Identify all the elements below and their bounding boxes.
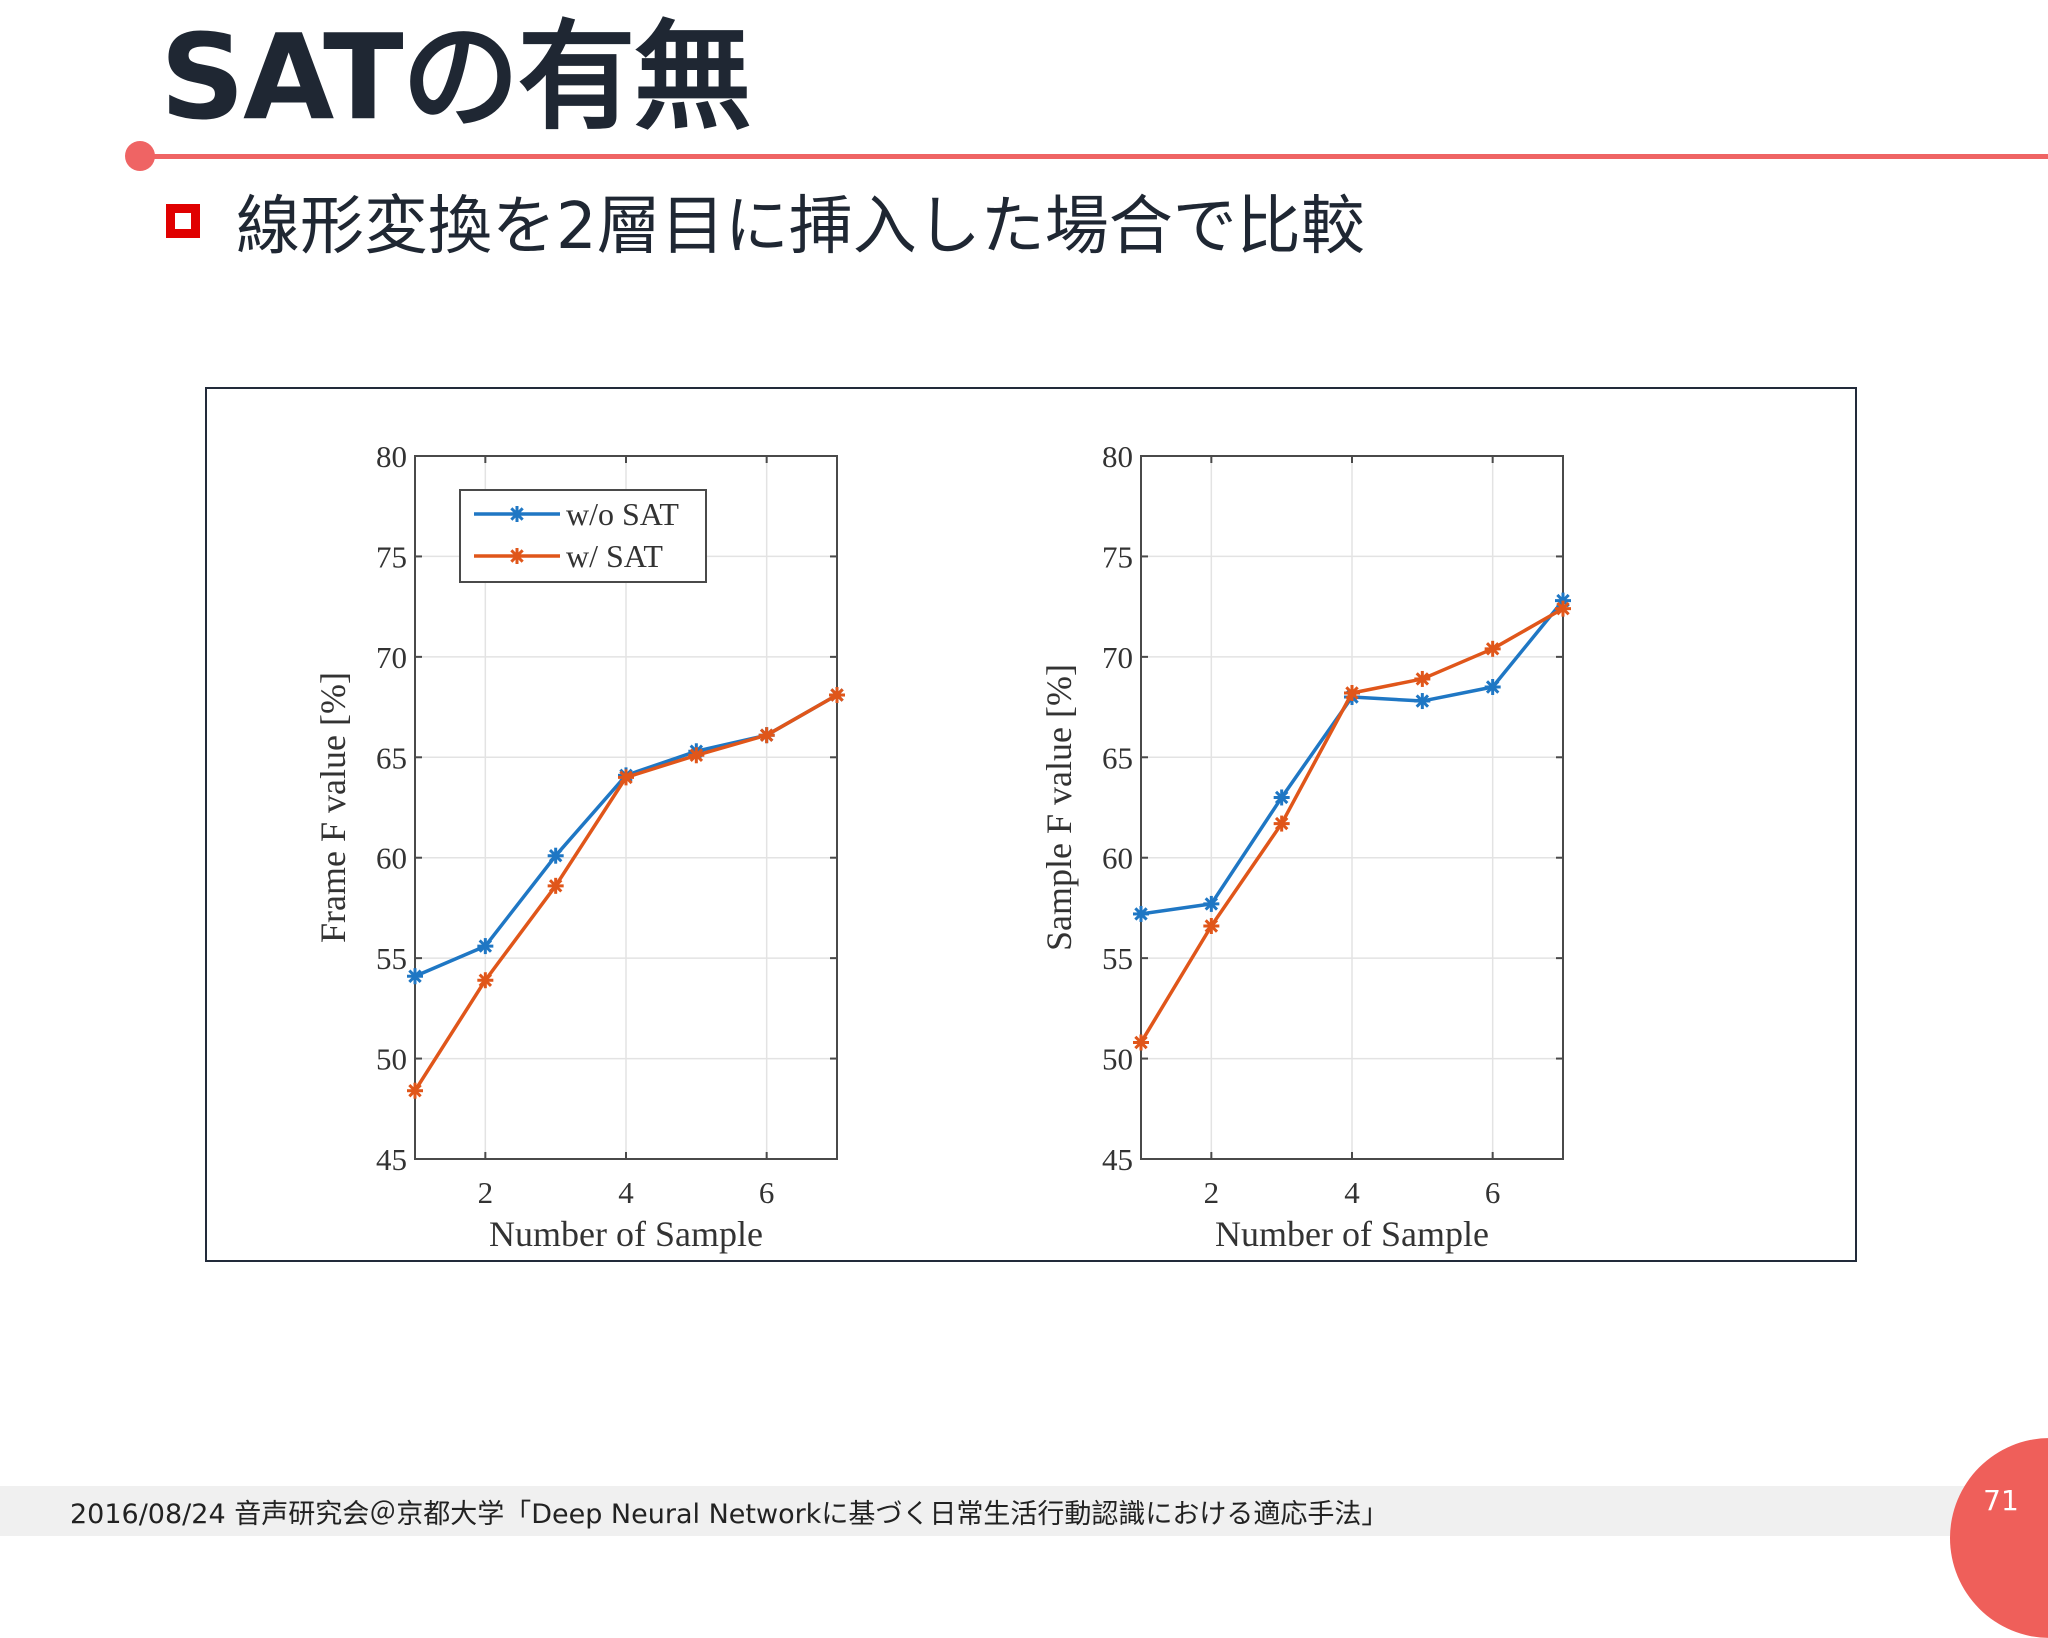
data-point <box>1344 685 1360 702</box>
y-tick-label: 70 <box>376 640 407 675</box>
data-point <box>1273 815 1290 832</box>
data-point-stroke <box>689 748 704 762</box>
data-point-stroke <box>1134 907 1148 921</box>
data-point-stroke <box>1204 897 1219 911</box>
legend-marker <box>509 548 525 564</box>
x-axis-label: Number of Sample <box>1215 1214 1489 1254</box>
data-point-stroke <box>759 728 774 742</box>
footer-text: 2016/08/24 音声研究会＠京都大学「Deep Neural Networ… <box>70 1499 1389 1530</box>
data-point-stroke <box>1485 642 1500 656</box>
chart-panel-1: 45 50 55 60 65 70 75 80 2 4 6 Number of Sample Frame… <box>313 439 845 1254</box>
data-point <box>477 972 494 989</box>
data-point <box>1133 905 1149 922</box>
data-point-stroke <box>408 1083 422 1098</box>
x-tick-label: 2 <box>478 1175 494 1210</box>
figure-frame: 45 50 55 60 65 70 75 80 2 4 6 Number of Sample Frame… <box>205 387 1857 1262</box>
data-point <box>1133 1034 1149 1051</box>
y-axis-label: Frame F value [%] <box>313 672 353 943</box>
legend-label: w/ SAT <box>566 538 663 574</box>
data-point <box>1414 670 1431 687</box>
data-point <box>407 968 423 985</box>
chart-panel-2: 45 50 55 60 65 70 75 80 2 4 6 Number of Sample Sampl… <box>1039 439 1571 1254</box>
data-point-stroke <box>1274 816 1289 831</box>
title-underline-dot <box>125 141 155 171</box>
data-point <box>829 687 845 704</box>
legend-marker <box>509 506 525 522</box>
y-tick-label: 55 <box>376 941 407 976</box>
data-point <box>1484 640 1501 657</box>
x-axis-label: Number of Sample <box>489 1214 763 1254</box>
legend-marker-stroke <box>510 549 524 563</box>
y-tick-label: 50 <box>376 1042 407 1077</box>
legend-label: w/o SAT <box>566 496 679 532</box>
data-point <box>618 769 634 786</box>
y-tick-label: 70 <box>1102 640 1133 675</box>
y-tick-label: 65 <box>1102 740 1133 775</box>
y-tick-label: 65 <box>376 740 407 775</box>
y-tick-label: 75 <box>376 539 407 574</box>
y-tick-label: 60 <box>376 841 407 876</box>
x-tick-label: 4 <box>1344 1175 1360 1210</box>
y-tick-label: 75 <box>1102 539 1133 574</box>
charts-svg: 45 50 55 60 65 70 75 80 2 4 6 Number of Sample Frame… <box>313 439 1571 1254</box>
x-tick-label: 2 <box>1204 1175 1220 1210</box>
data-point-stroke <box>478 939 493 953</box>
data-point <box>407 1082 423 1099</box>
data-point <box>1273 789 1290 806</box>
x-tick-label: 4 <box>618 1175 634 1210</box>
data-point-stroke <box>830 688 844 702</box>
data-point-stroke <box>548 879 563 893</box>
data-point-stroke <box>1556 601 1570 616</box>
data-point <box>1484 678 1501 695</box>
y-axis-label: Sample F value [%] <box>1039 664 1079 951</box>
x-tick-label: 6 <box>759 1175 775 1210</box>
data-point-stroke <box>619 770 633 785</box>
data-point-stroke <box>478 973 493 987</box>
data-point <box>758 727 775 744</box>
data-point-stroke <box>1204 919 1219 933</box>
data-point-stroke <box>1485 680 1500 694</box>
data-point-stroke <box>1345 686 1359 700</box>
data-point-stroke <box>408 969 422 983</box>
bullet-item: 線形変換を2層目に挿入した場合で比較 <box>166 176 1365 266</box>
y-tick-label: 80 <box>1102 439 1133 474</box>
data-point-stroke <box>1274 790 1289 805</box>
data-point <box>477 938 494 955</box>
x-tick-label: 6 <box>1485 1175 1501 1210</box>
data-point <box>688 747 705 764</box>
data-point-stroke <box>548 848 563 863</box>
bullet-square-icon <box>166 204 200 238</box>
y-tick-label: 60 <box>1102 841 1133 876</box>
data-point <box>547 847 564 864</box>
data-point-stroke <box>1415 672 1430 686</box>
data-point-stroke <box>1415 694 1430 708</box>
y-tick-label: 80 <box>376 439 407 474</box>
slide-title: SATの有無 <box>160 8 752 146</box>
page-number: 71 <box>1983 1484 2019 1517</box>
data-point <box>1203 895 1220 912</box>
legend-marker-stroke <box>510 507 524 521</box>
y-tick-label: 45 <box>376 1142 407 1177</box>
footer-bar: 2016/08/24 音声研究会＠京都大学「Deep Neural Networ… <box>0 1486 2048 1536</box>
data-point-stroke <box>1134 1035 1148 1050</box>
bullet-text: 線形変換を2層目に挿入した場合で比較 <box>236 190 1365 264</box>
page-number-badge <box>1950 1438 2048 1638</box>
legend-box <box>459 489 707 583</box>
y-tick-label: 45 <box>1102 1142 1133 1177</box>
data-point <box>547 877 564 894</box>
y-tick-label: 50 <box>1102 1042 1133 1077</box>
data-point <box>1555 600 1571 617</box>
data-point <box>1414 693 1431 710</box>
title-underline <box>140 154 2048 159</box>
y-tick-label: 55 <box>1102 941 1133 976</box>
data-point <box>1203 918 1220 935</box>
